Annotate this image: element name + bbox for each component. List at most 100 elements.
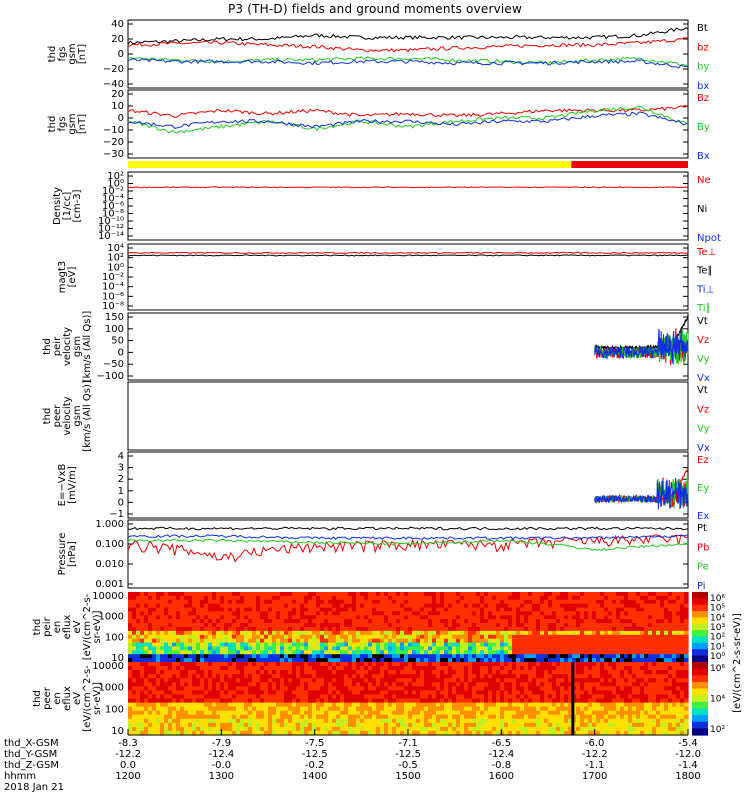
- heatmap-cell: [488, 615, 493, 620]
- heatmap-cell: [368, 690, 373, 696]
- heatmap-cell: [180, 623, 185, 628]
- heatmap-cell: [472, 718, 477, 724]
- heatmap-cell: [508, 730, 513, 736]
- heatmap-cell: [360, 607, 365, 613]
- heatmap-cell: [280, 722, 285, 728]
- heatmap-cell: [492, 654, 497, 659]
- heatmap-cell: [168, 658, 173, 663]
- heatmap-cell: [364, 722, 369, 728]
- heatmap-cell: [488, 607, 493, 613]
- heatmap-cell: [156, 702, 161, 708]
- heatmap-cell: [172, 607, 177, 613]
- heatmap-cell: [616, 646, 621, 651]
- heatmap-cell: [488, 690, 493, 696]
- heatmap-cell: [212, 670, 217, 675]
- heatmap-cell: [396, 722, 401, 728]
- heatmap-cell: [544, 722, 549, 728]
- heatmap-cell: [424, 682, 429, 687]
- ylabel-line: eV: [72, 692, 83, 705]
- heatmap-cell: [564, 630, 569, 636]
- heatmap-cell: [172, 698, 177, 704]
- series-line-Pe: [127, 538, 689, 552]
- heatmap-cell: [436, 726, 441, 732]
- heatmap-cell: [560, 710, 565, 716]
- heatmap-cell: [428, 630, 433, 636]
- heatmap-cell: [180, 603, 185, 609]
- heatmap-cell: [608, 607, 613, 613]
- heatmap-cell: [548, 682, 553, 687]
- ytick-label: 100: [105, 324, 124, 335]
- heatmap-cell: [448, 718, 453, 724]
- heatmap-cell: [456, 599, 461, 605]
- heatmap-cell: [128, 650, 133, 655]
- heatmap-cell: [368, 595, 373, 601]
- heatmap-cell: [228, 627, 233, 632]
- heatmap-cell: [428, 698, 433, 704]
- heatmap-cell: [316, 694, 321, 700]
- heatmap-cell: [368, 682, 373, 687]
- heatmap-cell: [272, 662, 277, 667]
- heatmap-cell: [188, 638, 193, 644]
- heatmap-cell: [236, 702, 241, 708]
- heatmap-cell: [500, 726, 505, 732]
- heatmap-cell: [196, 603, 201, 609]
- heatmap-cell: [436, 718, 441, 724]
- heatmap-cell: [192, 714, 197, 720]
- heatmap-cell: [468, 650, 473, 655]
- heatmap-cell: [560, 623, 565, 628]
- heatmap-cell: [152, 592, 157, 597]
- heatmap-cell: [544, 630, 549, 636]
- heatmap-cell: [644, 642, 649, 648]
- heatmap-cell: [160, 619, 165, 624]
- heatmap-cell: [552, 666, 557, 671]
- heatmap-cell: [564, 730, 569, 736]
- heatmap-cell: [584, 702, 589, 708]
- heatmap-cell: [576, 726, 581, 732]
- heatmap-cell: [452, 702, 457, 708]
- heatmap-cell: [432, 702, 437, 708]
- heatmap-cell: [380, 627, 385, 632]
- heatmap-cell: [504, 722, 509, 728]
- heatmap-cell: [664, 599, 669, 605]
- heatmap-cell: [424, 619, 429, 624]
- heatmap-cell: [232, 682, 237, 687]
- heatmap-cell: [428, 666, 433, 671]
- legend-label: Vy: [697, 424, 710, 435]
- heatmap-cell: [536, 710, 541, 716]
- heatmap-cell: [400, 627, 405, 632]
- heatmap-cell: [552, 694, 557, 700]
- heatmap-cell: [212, 662, 217, 667]
- ytick-label: 50: [111, 336, 124, 347]
- heatmap-cell: [128, 627, 133, 632]
- heatmap-cell: [140, 650, 145, 655]
- heatmap-cell: [472, 726, 477, 732]
- heatmap-cell: [532, 654, 537, 659]
- heatmap-cell: [552, 627, 557, 632]
- heatmap-cell: [436, 646, 441, 651]
- heatmap-cell: [492, 690, 497, 696]
- heatmap-cell: [272, 634, 277, 640]
- heatmap-cell: [132, 730, 137, 736]
- heatmap-cell: [576, 592, 581, 597]
- heatmap-cell: [580, 698, 585, 704]
- heatmap-cell: [588, 730, 593, 736]
- heatmap-cell: [588, 670, 593, 675]
- heatmap-cell: [492, 698, 497, 704]
- heatmap-cell: [572, 599, 577, 605]
- ylabel-line: peer: [52, 404, 63, 428]
- heatmap-cell: [612, 706, 617, 712]
- heatmap-cell: [460, 666, 465, 671]
- heatmap-cell: [176, 698, 181, 704]
- heatmap-cell: [400, 654, 405, 659]
- heatmap-cell: [288, 674, 293, 679]
- heatmap-cell: [364, 592, 369, 597]
- heatmap-cell: [148, 595, 153, 601]
- heatmap-cell: [292, 603, 297, 609]
- heatmap-cell: [624, 599, 629, 605]
- heatmap-cell: [260, 623, 265, 628]
- heatmap-cell: [308, 623, 313, 628]
- heatmap-cell: [132, 599, 137, 605]
- heatmap-cell: [184, 730, 189, 736]
- heatmap-cell: [424, 615, 429, 620]
- heatmap-cell: [448, 619, 453, 624]
